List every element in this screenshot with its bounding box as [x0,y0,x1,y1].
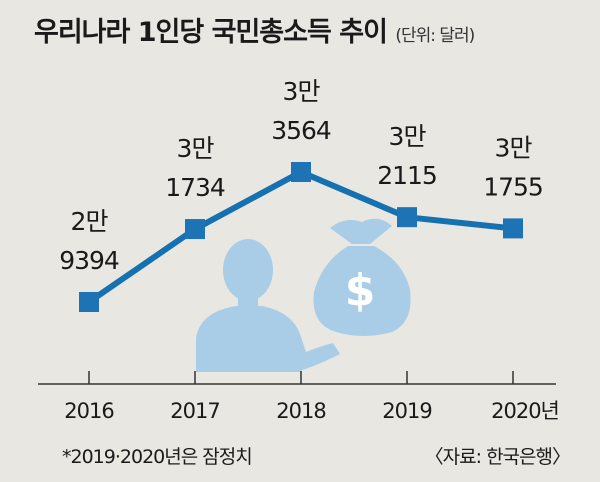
data-label-line1: 3만 [177,134,215,163]
x-tick-label: 2019 [382,399,431,423]
businessman-with-dollar-money-bag-icon [196,218,411,372]
x-tick-label: 2018 [276,399,325,423]
data-label-line1: 3만 [495,133,533,162]
x-tick-label: 2017 [170,399,219,423]
data-label-line2: 3564 [271,116,331,145]
series-polyline [87,169,514,305]
data-point-marker [79,292,99,312]
source-credit: 〈자료: 한국은행〉 [424,446,571,468]
unit-label: (단위: 달러) [395,26,475,46]
chart-title-text: 우리나라 1인당 국민총소득 추이 [34,17,388,48]
data-label-line2: 2115 [377,161,437,190]
x-axis: 2016 2017 2018 2019 2020년 [38,371,560,423]
data-label-line1: 3만 [389,122,427,151]
data-point-marker [503,218,523,239]
data-point-marker [185,219,205,240]
data-label-line2: 1755 [483,172,543,201]
data-label-line1: 3만 [283,77,321,106]
chart-title: 우리나라 1인당 국민총소득 추이 (단위: 달러) [34,10,475,49]
dollar-sign-icon: $ [345,265,376,316]
data-label-line1: 2만 [71,207,109,236]
series-line [79,162,523,312]
data-label-line2: 1734 [165,173,225,202]
data-label-line2: 9394 [59,246,119,275]
data-point-marker [397,207,417,228]
data-labels: 2만 9394 3만 1734 3만 3564 3만 2115 3만 1755 [59,77,544,275]
data-point-marker [291,162,311,182]
x-tick-label: 2020년 [491,399,559,423]
footnote: *2019·2020년은 잠정치 [62,446,253,468]
x-tick-label: 2016 [64,399,114,423]
